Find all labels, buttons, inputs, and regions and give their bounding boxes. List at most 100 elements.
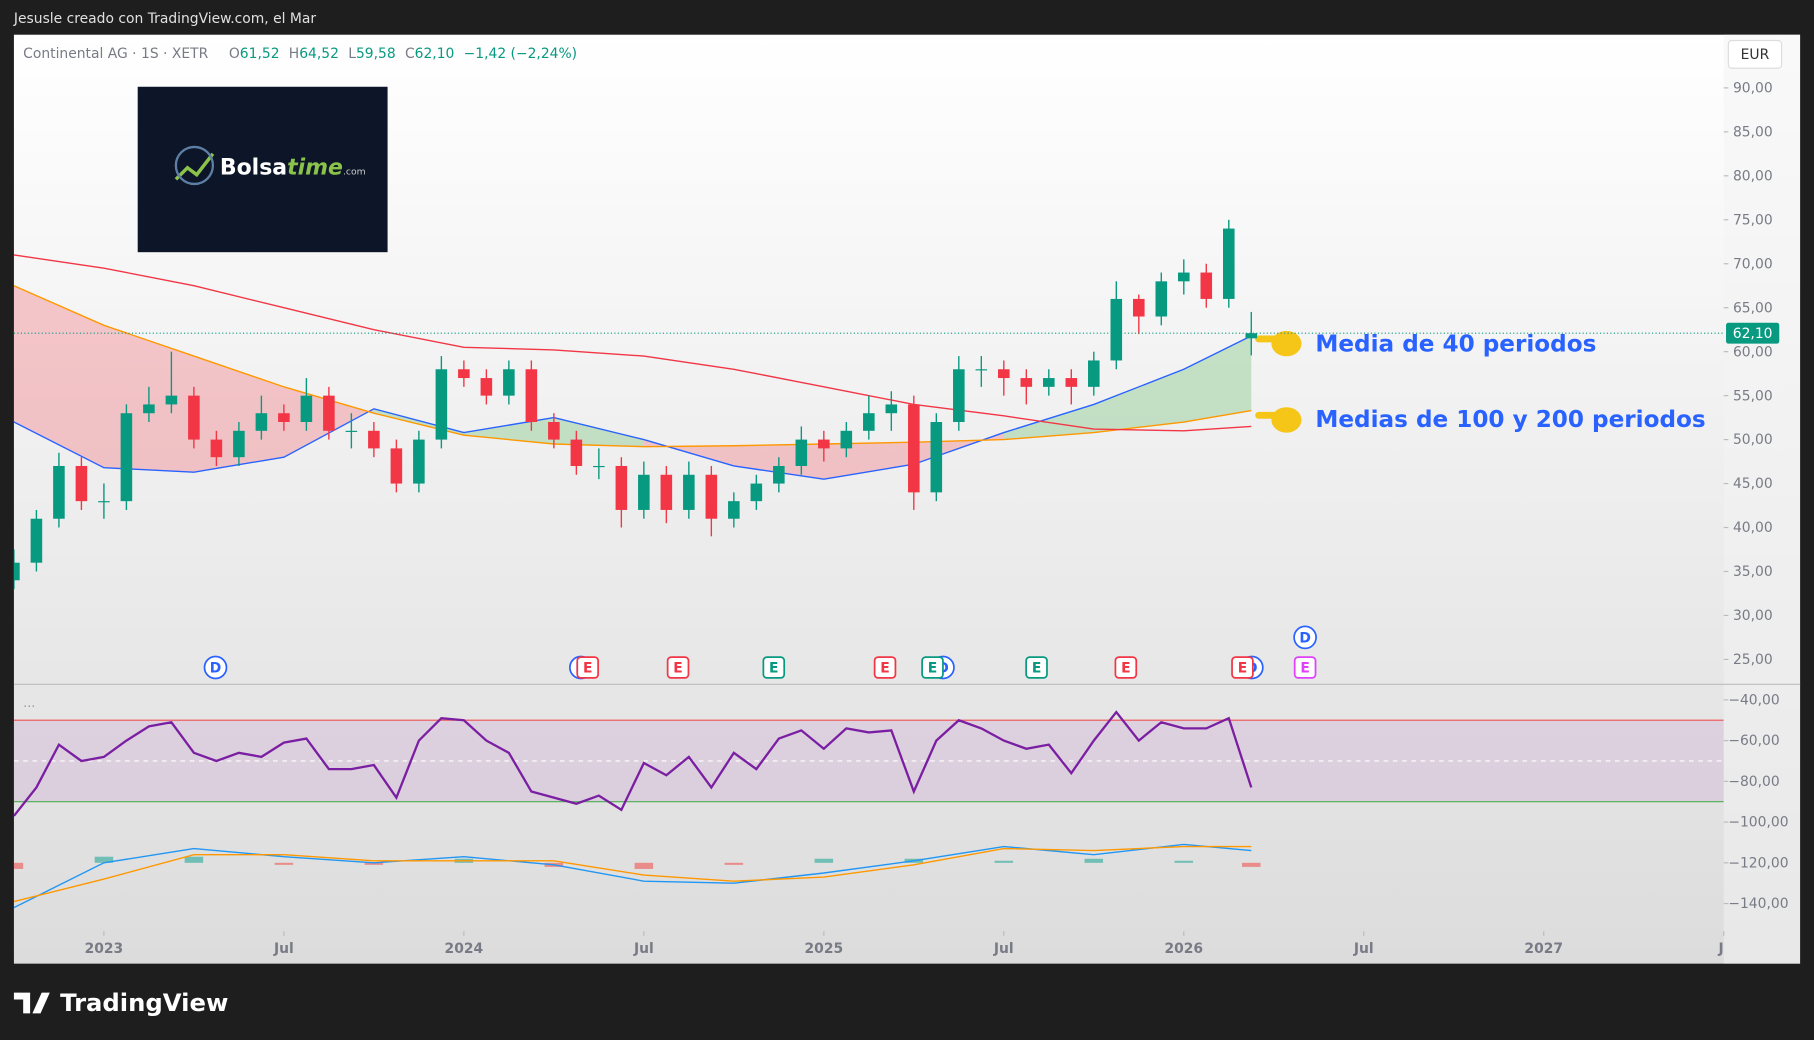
candle-body bbox=[840, 430, 853, 449]
logo: Bolsatime.com bbox=[137, 86, 388, 253]
candle-body bbox=[300, 395, 313, 423]
candle-body bbox=[593, 465, 605, 468]
moving-average bbox=[13, 285, 1252, 448]
event-marker bbox=[762, 656, 786, 679]
event-label: D bbox=[1299, 631, 1311, 647]
candle-body bbox=[255, 413, 268, 431]
candle-body bbox=[98, 501, 110, 503]
histogram-bar bbox=[814, 858, 834, 863]
candle-body bbox=[1245, 333, 1258, 339]
currency[interactable]: EUR bbox=[1741, 47, 1770, 63]
event-marker bbox=[873, 656, 897, 679]
candle-body bbox=[1133, 298, 1145, 317]
x-tick-label: 2023 bbox=[85, 941, 124, 957]
moving-average bbox=[13, 335, 1252, 480]
event-marker bbox=[1293, 656, 1317, 679]
candle-body bbox=[143, 404, 155, 414]
candle-body bbox=[390, 448, 403, 484]
candle-body bbox=[1065, 378, 1078, 387]
currency-box[interactable] bbox=[1727, 39, 1783, 69]
x-tick-label: Jul bbox=[633, 941, 654, 957]
candle-body bbox=[930, 422, 943, 493]
logo-part: time bbox=[287, 156, 343, 181]
candle-body bbox=[1043, 378, 1055, 387]
candle-body bbox=[188, 395, 200, 440]
candle-body bbox=[660, 474, 673, 510]
event-marker bbox=[921, 656, 944, 679]
pane-menu[interactable]: ··· bbox=[23, 698, 35, 713]
ma-fill bbox=[13, 285, 104, 468]
x-tick-label: J bbox=[1718, 941, 1724, 957]
ohlc-key: H bbox=[289, 46, 299, 62]
y-tick-label: 65,00 bbox=[1733, 300, 1773, 316]
histogram-bar bbox=[634, 862, 654, 869]
logo-arrow bbox=[174, 152, 215, 181]
candle-body bbox=[345, 430, 358, 432]
candle-body bbox=[750, 483, 763, 502]
histogram-bar bbox=[1242, 862, 1261, 867]
histogram-bar bbox=[1084, 858, 1104, 863]
y-tick-label: 70,00 bbox=[1733, 256, 1773, 272]
pointer-hand bbox=[1255, 330, 1302, 433]
candle-body bbox=[998, 369, 1010, 379]
y-tick-label: 35,00 bbox=[1733, 564, 1773, 580]
ohlc-key: O bbox=[229, 46, 240, 62]
symbol-title: Continental AG · 1S · XETR bbox=[23, 46, 208, 62]
candle-body bbox=[210, 439, 223, 458]
event-label: E bbox=[880, 661, 889, 677]
x-tick-label: 2025 bbox=[805, 941, 844, 957]
event-marker bbox=[203, 655, 228, 680]
y-tick-label: 50,00 bbox=[1733, 432, 1773, 448]
y-tick-label: 60,00 bbox=[1733, 344, 1773, 360]
candle-body bbox=[548, 422, 560, 440]
y-tick-label: 40,00 bbox=[1733, 520, 1773, 536]
histogram-bar bbox=[13, 862, 24, 869]
candle-body bbox=[525, 369, 538, 423]
candle-body bbox=[1110, 298, 1123, 361]
candle-body bbox=[1088, 360, 1100, 387]
candle-body bbox=[1155, 281, 1168, 317]
event-label: E bbox=[928, 661, 937, 677]
y-tick-label: 90,00 bbox=[1733, 81, 1773, 97]
y-tick-label: 30,00 bbox=[1733, 608, 1773, 624]
event-marker bbox=[1231, 656, 1254, 679]
x-tick-label: 2024 bbox=[445, 941, 484, 957]
brand: TradingView bbox=[13, 988, 228, 1017]
ohlc-key: C bbox=[405, 46, 415, 62]
logo-part: Bolsa bbox=[220, 156, 287, 181]
event-label: E bbox=[769, 661, 778, 677]
ohlc-key: L bbox=[348, 46, 356, 62]
event-marker bbox=[1293, 625, 1317, 650]
histogram-bar bbox=[994, 860, 1014, 863]
candle-body bbox=[435, 369, 448, 440]
x-tick-label: Jul bbox=[993, 941, 1014, 957]
ma-fill bbox=[1093, 369, 1184, 433]
event-label: E bbox=[673, 661, 682, 677]
histogram-bar bbox=[364, 862, 384, 865]
credit: Jesusle creado con TradingView.com, el M… bbox=[13, 11, 316, 27]
y-tick-label: −140,00 bbox=[1728, 896, 1788, 912]
ohlc-value: 64,52 bbox=[299, 46, 339, 62]
event-marker bbox=[576, 656, 599, 679]
y-tick-label: −120,00 bbox=[1728, 855, 1788, 871]
x-tick-label: 2027 bbox=[1524, 941, 1563, 957]
candle-body bbox=[1200, 272, 1213, 299]
y-tick-label: 55,00 bbox=[1733, 388, 1773, 404]
candle-body bbox=[480, 378, 493, 396]
annotation: Medias de 100 y 200 periodos bbox=[1315, 407, 1705, 433]
y-tick-label: −60,00 bbox=[1728, 733, 1779, 749]
candle-body bbox=[323, 395, 335, 431]
x-tick-label: Jul bbox=[1353, 941, 1374, 957]
oscillator-line bbox=[13, 710, 1253, 817]
price-axis bbox=[1723, 34, 1801, 964]
logo-text: Bolsatime.com bbox=[220, 156, 366, 181]
ma-fill bbox=[1183, 335, 1252, 423]
brand-mark bbox=[13, 992, 50, 1014]
histogram-bar bbox=[724, 862, 744, 865]
candle-body bbox=[683, 474, 695, 510]
y-tick-label: −80,00 bbox=[1728, 774, 1779, 790]
candle-body bbox=[120, 413, 133, 502]
